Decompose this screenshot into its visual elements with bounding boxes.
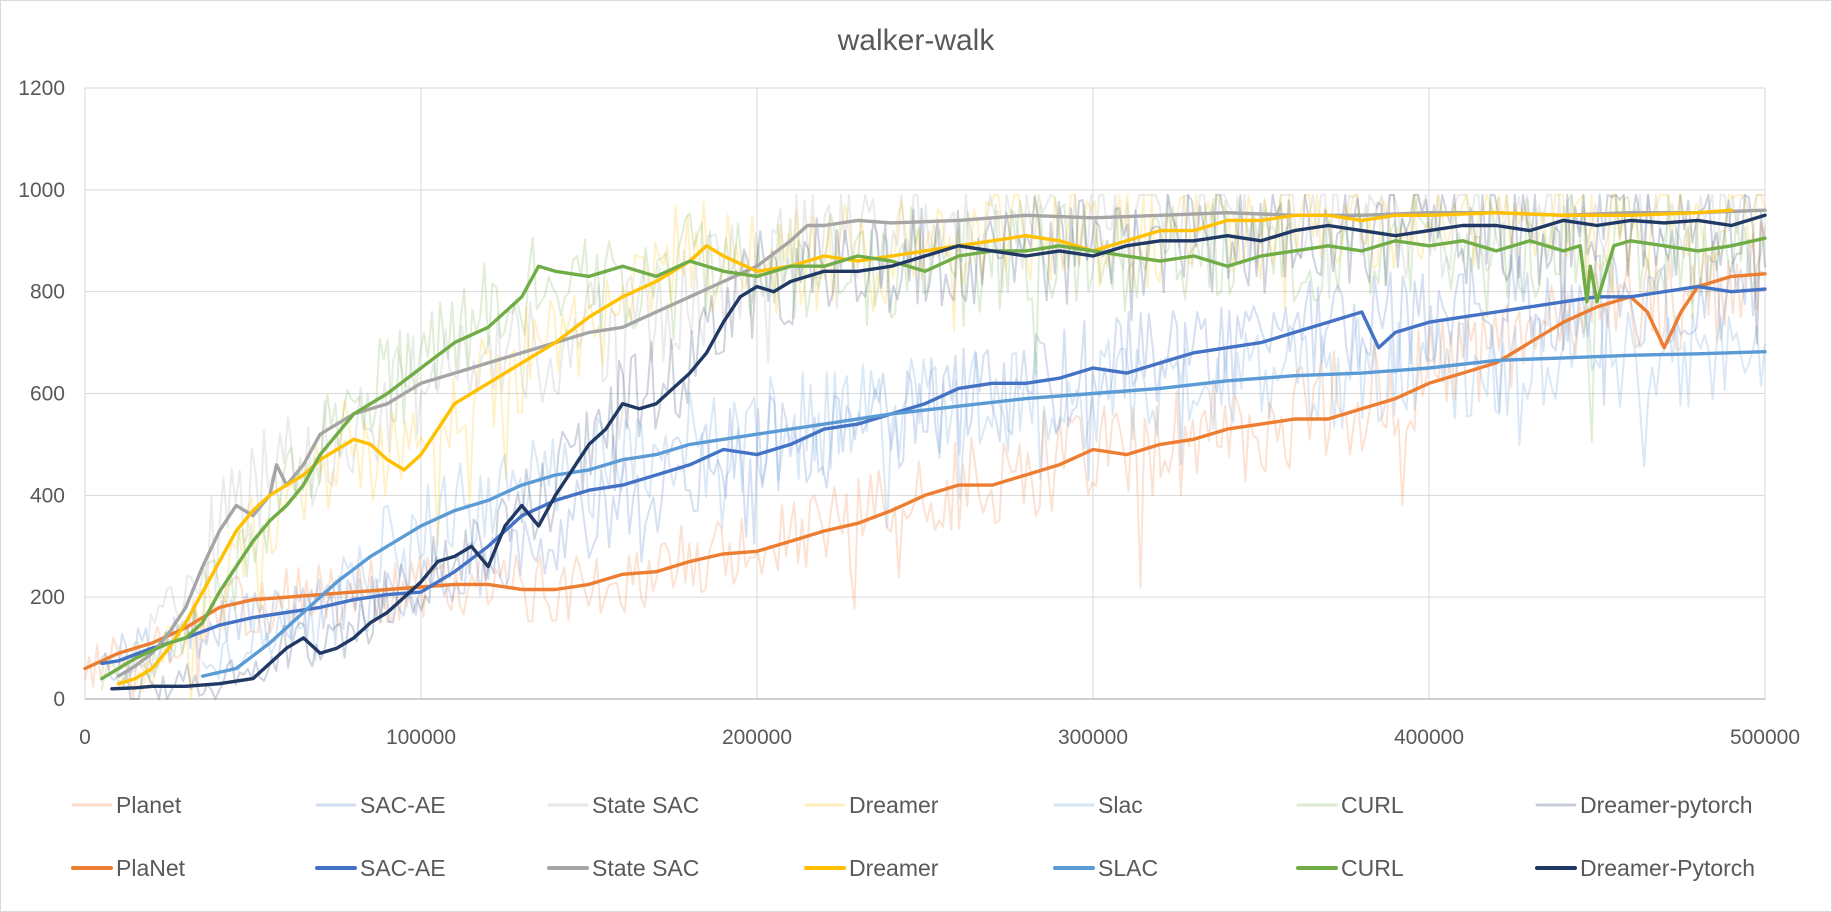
legend-label: Slac [1098,792,1143,818]
series-line-slac-smoothed [200,350,1767,678]
y-tick-label: 400 [30,484,65,507]
y-tick-label: 200 [30,586,65,609]
legend-item-state-sac-smoothed: State SAC [547,855,699,881]
legend-label: Dreamer-Pytorch [1580,855,1755,881]
legend-label: State SAC [592,855,699,881]
series-line-dreamer-pytorch-raw [117,193,1766,700]
legend-item-sac-ae-raw: SAC-AE [315,792,446,818]
series-line-planet-smoothed [83,272,1767,671]
legend-label: PlaNet [116,855,186,881]
legend-label: State SAC [592,792,699,818]
legend-label: SAC-AE [360,792,446,818]
legend-item-state-sac-raw: State SAC [547,792,699,818]
legend-item-sac-ae-smoothed: SAC-AE [315,855,446,881]
legend-label: Dreamer [849,855,939,881]
legend-item-dreamer-pytorch-smoothed: Dreamer-Pytorch [1535,855,1755,881]
series-line-sac-ae-raw [100,238,1766,682]
series-line-dreamer-raw [117,193,1766,700]
legend-label: CURL [1341,792,1404,818]
legend-label: Dreamer-pytorch [1580,792,1753,818]
legend-item-planet-raw: Planet [71,792,182,818]
x-tick-label: 100000 [386,726,456,749]
legend-label: Dreamer [849,792,939,818]
legend-item-curl-smoothed: CURL [1296,855,1404,881]
legend-item-slac-smoothed: SLAC [1053,855,1158,881]
smoothed-series-layer [83,208,1767,691]
legend-item-slac-raw: Slac [1053,792,1143,818]
legend-label: CURL [1341,855,1404,881]
series-line-state-sac-smoothed [116,208,1767,678]
y-tick-label: 600 [30,383,65,406]
x-tick-label: 200000 [722,726,792,749]
chart-title: walker-walk [837,24,996,57]
legend-item-curl-raw: CURL [1296,792,1404,818]
series-line-slac-raw [201,304,1766,680]
series-line-dreamer-pytorch-smoothed [110,213,1767,691]
legend-label: Planet [116,792,182,818]
legend: Planet SAC-AE State SAC Dreamer Slac CURL Drea… [71,792,1755,881]
x-tick-label: 500000 [1730,726,1800,749]
y-tick-label: 0 [53,688,65,711]
series-line-state-sac-raw [117,193,1766,674]
series-line-sac-ae-smoothed [100,284,1767,666]
legend-item-dreamer-smoothed: Dreamer [804,855,939,881]
legend-label: SAC-AE [360,855,446,881]
legend-item-dreamer-raw: Dreamer [804,792,939,818]
tick-labels: 0 200 400 600 800 1000 1200 0 100000 200000 300000… [18,77,1800,749]
x-tick-label: 300000 [1058,726,1128,749]
legend-item-planet-smoothed: PlaNet [71,855,186,881]
legend-item-dreamer-pytorch-raw: Dreamer-pytorch [1535,792,1753,818]
x-tick-label: 0 [79,726,91,749]
y-tick-label: 800 [30,281,65,304]
series-line-curl-smoothed [100,236,1767,681]
series-line-dreamer-smoothed [116,208,1734,686]
x-tick-label: 400000 [1394,726,1464,749]
y-tick-label: 1200 [18,77,65,100]
legend-label: SLAC [1098,855,1158,881]
y-tick-label: 1000 [18,179,65,202]
